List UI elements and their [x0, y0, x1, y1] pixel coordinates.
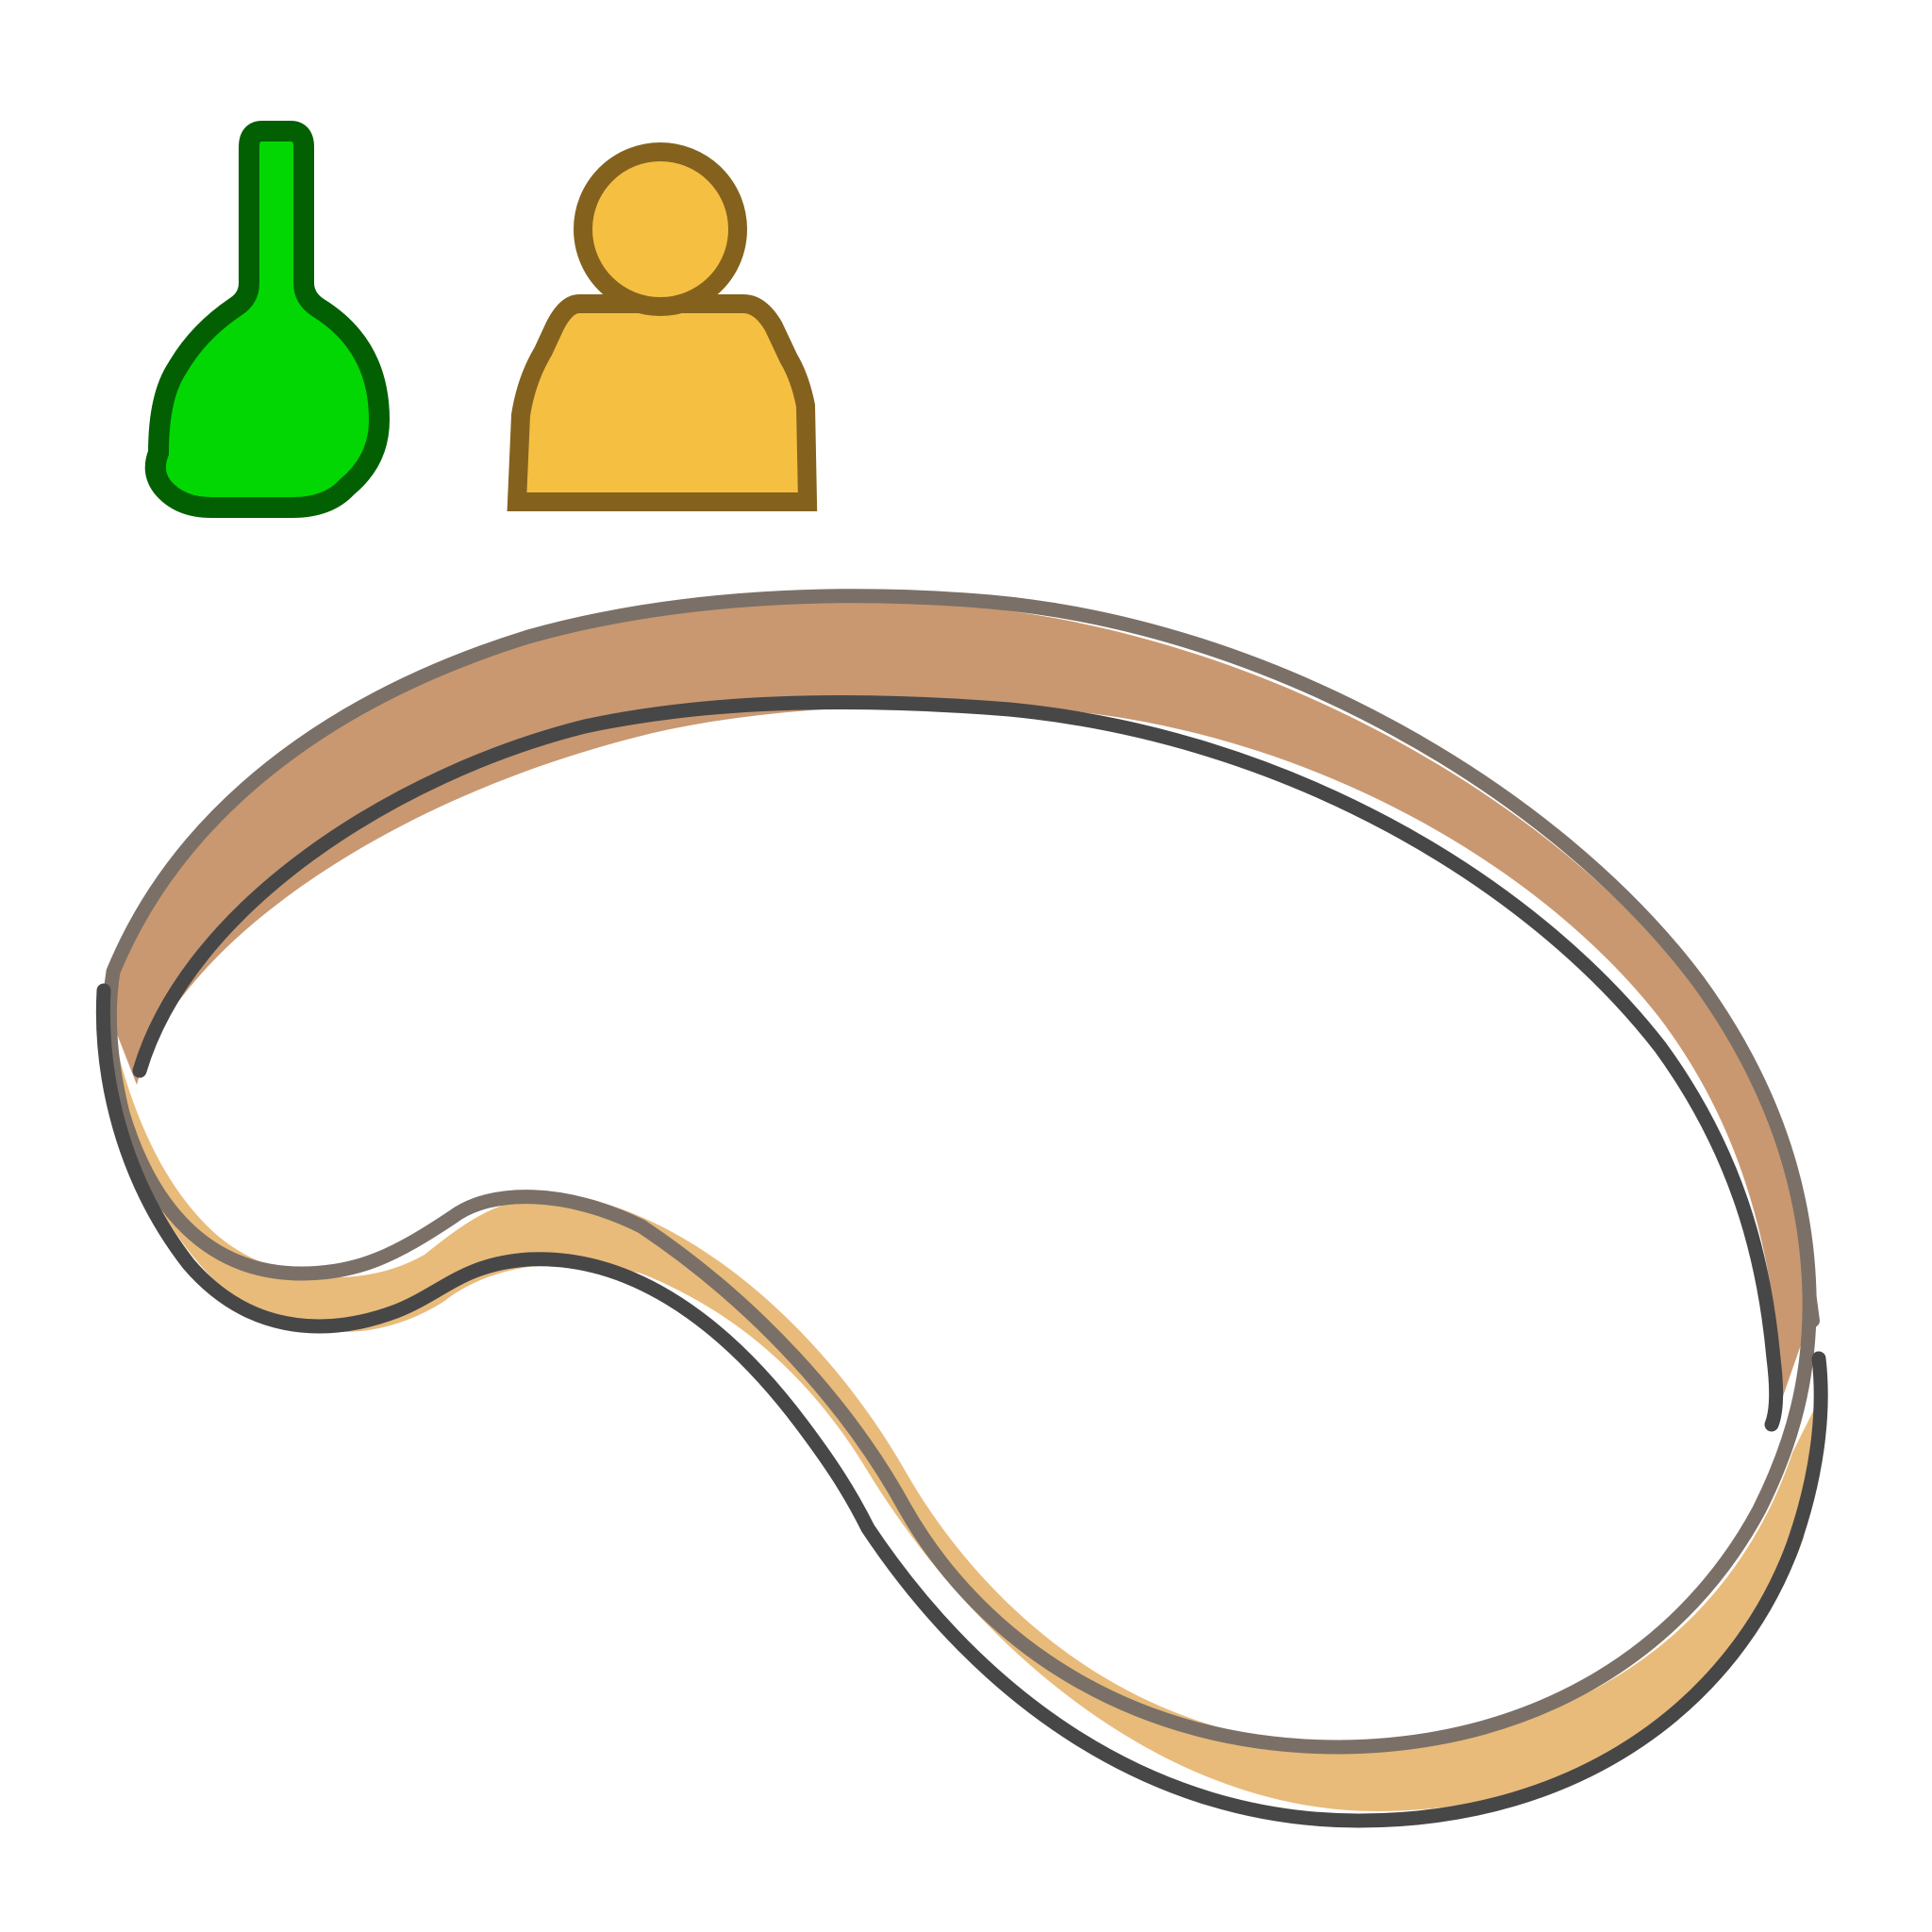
ribbon-track	[95, 589, 1828, 1828]
track-edge-top	[102, 589, 1817, 1755]
track-edge-right	[1803, 1286, 1820, 1327]
track-edge-bottom	[95, 983, 1828, 1828]
green-pawn-body	[144, 121, 391, 518]
yellow-meeple-body	[507, 294, 818, 511]
track-edge-inner-top	[132, 695, 1784, 1432]
track-band-inner	[105, 1000, 1821, 1811]
track-band-outer	[104, 599, 1814, 1396]
yellow-meeple[interactable]	[507, 142, 818, 511]
green-pawn[interactable]	[144, 121, 391, 518]
yellow-meeple-head	[574, 142, 747, 316]
